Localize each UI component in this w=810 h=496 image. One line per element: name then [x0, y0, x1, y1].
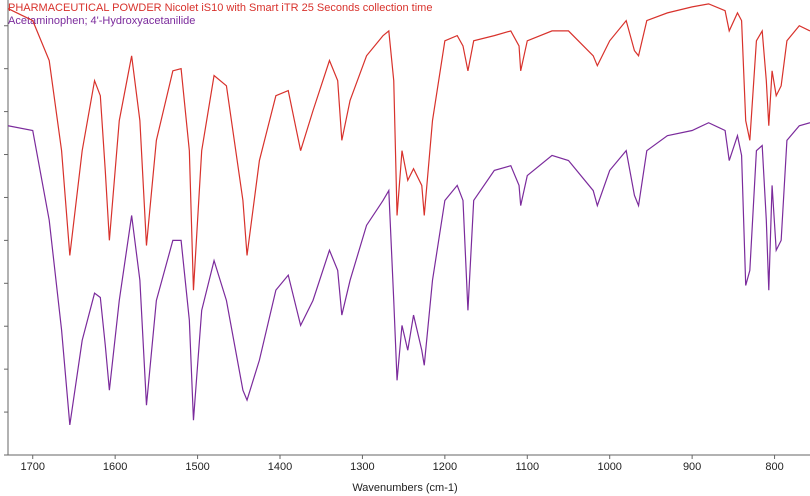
x-tick-label: 1500	[185, 461, 209, 473]
x-axis-label: Wavenumbers (cm-1)	[352, 482, 457, 494]
chart-title: PHARMACEUTICAL POWDER Nicolet iS10 with …	[8, 2, 432, 14]
x-tick-label: 900	[683, 461, 701, 473]
x-tick-label: 800	[765, 461, 783, 473]
x-tick-label: 1300	[350, 461, 374, 473]
chart-subtitle: Acetaminophen; 4'-Hydroxyacetanilide	[8, 15, 195, 27]
x-tick-label: 1600	[103, 461, 127, 473]
x-tick-label: 1100	[515, 461, 539, 473]
x-tick-label: 1200	[433, 461, 457, 473]
spectrum-line	[7, 122, 810, 426]
x-tick-label: 1700	[20, 461, 44, 473]
x-tick-label: 1000	[597, 461, 621, 473]
spectrum-line	[7, 3, 810, 291]
x-tick-label: 1400	[268, 461, 292, 473]
